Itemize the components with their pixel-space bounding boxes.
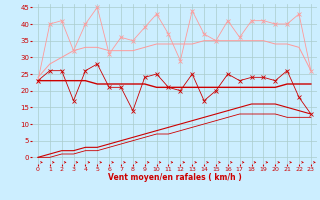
X-axis label: Vent moyen/en rafales ( km/h ): Vent moyen/en rafales ( km/h ) <box>108 173 241 182</box>
